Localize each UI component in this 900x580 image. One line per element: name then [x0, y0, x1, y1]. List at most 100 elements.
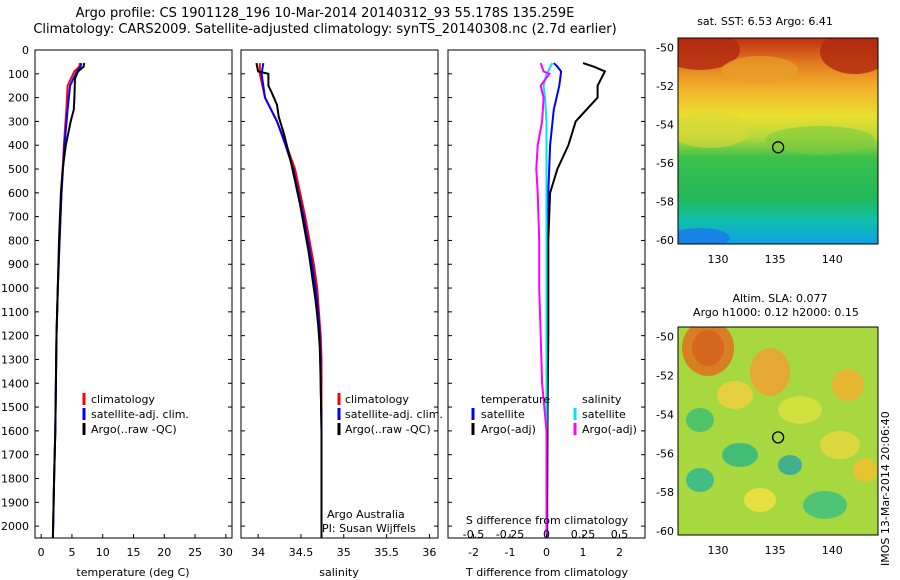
- depth-tick-label: 700: [8, 211, 29, 224]
- imos-stamp: IMOS 13-Mar-2014 20:06:40: [879, 411, 892, 566]
- s-difference-label: S difference from climatology: [466, 514, 629, 527]
- salinity-legend: climatology satellite-adj. clim. Argo(..…: [322, 393, 443, 535]
- argo-position-marker: [771, 141, 785, 154]
- depth-tick-label: 1100: [1, 306, 29, 319]
- sla-map: [678, 327, 878, 535]
- t-difference-tick-label: 1: [579, 546, 586, 559]
- sst-warm-patch: [722, 56, 798, 84]
- sla-anomaly-patch: [682, 327, 734, 376]
- salinity-tick-label: 36: [422, 546, 436, 559]
- depth-tick-label: 1900: [1, 496, 29, 509]
- depth-tick-label: 1600: [1, 425, 29, 438]
- depth-tick-label: 1800: [1, 472, 29, 485]
- series-line-climatology: [258, 63, 323, 538]
- sst-cold-patch: [678, 228, 730, 244]
- t-difference-tick-label: -2: [468, 546, 479, 559]
- sst-patch: [678, 112, 750, 148]
- temperature-tick-label: 30: [219, 546, 233, 559]
- map-lat-tick-label: -54: [656, 408, 674, 421]
- depth-tick-label: 200: [8, 92, 29, 105]
- depth-tick-label: 1400: [1, 377, 29, 390]
- series-line-salinity-satellite: [542, 62, 554, 538]
- map-lat-tick-label: -56: [656, 157, 674, 170]
- legend-climatology: climatology: [91, 393, 155, 406]
- map-lat-tick-label: -60: [656, 525, 674, 538]
- temperature-series: [51, 62, 86, 538]
- temperature-tick-label: 0: [38, 546, 45, 559]
- sla-anomalies: [682, 327, 877, 519]
- sla-anomaly-patch: [744, 488, 776, 512]
- s-difference-tick-label: 0: [543, 528, 550, 541]
- depth-tick-label: 800: [8, 234, 29, 247]
- t-difference-tick-label: -1: [505, 546, 516, 559]
- series-line-argo-raw-qc-: [255, 62, 323, 538]
- map-lon-tick-label: 130: [708, 544, 729, 557]
- map-lon-tick-label: 130: [708, 253, 729, 266]
- difference-legend: temperature satellite Argo(-adj) salinit…: [471, 393, 637, 436]
- series-line-temperature-argo-adj-: [545, 62, 607, 538]
- sst-map: [678, 38, 878, 244]
- legend-temperature-heading: temperature: [481, 393, 550, 406]
- map-lat-tick-label: -60: [656, 234, 674, 247]
- s-difference-tick-label: 0.25: [571, 528, 596, 541]
- axis-ticks: 0100200300400500600700800900100011001200…: [1, 42, 878, 559]
- depth-tick-label: 600: [8, 187, 29, 200]
- depth-tick-label: 500: [8, 163, 29, 176]
- series-line-salinity-argo-adj-: [535, 62, 551, 538]
- sst-patch: [765, 126, 875, 154]
- map-lat-tick-label: -52: [656, 80, 674, 93]
- temperature-tick-label: 10: [96, 546, 110, 559]
- map-lon-tick-label: 140: [822, 544, 843, 557]
- temperature-tick-label: 25: [188, 546, 202, 559]
- salinity-series: [255, 62, 323, 538]
- difference-series: [535, 62, 607, 538]
- legend-satellite: satellite-adj. clim.: [345, 408, 443, 421]
- s-difference-tick-label: -0.5: [463, 528, 484, 541]
- depth-tick-label: 1500: [1, 401, 29, 414]
- depth-tick-label: 0: [22, 44, 29, 57]
- sla-anomaly-patch: [820, 431, 860, 459]
- map-lon-tick-label: 140: [822, 253, 843, 266]
- sla-anomaly-patch: [686, 468, 714, 492]
- sla-anomaly-patch: [853, 458, 877, 482]
- s-difference-tick-label: 0.5: [611, 528, 629, 541]
- sla-anomaly-patch: [778, 396, 822, 424]
- title-line-2: Climatology: CARS2009. Satellite-adjuste…: [33, 22, 617, 37]
- map-lat-tick-label: -50: [656, 331, 674, 344]
- sst-map-title: sat. SST: 6.53 Argo: 6.41: [697, 15, 833, 28]
- sst-map-frame: [677, 37, 879, 245]
- title-line-1: Argo profile: CS 1901128_196 10-Mar-2014…: [75, 6, 575, 21]
- temperature-tick-label: 20: [157, 546, 171, 559]
- s-difference-tick-label: -0.25: [496, 528, 524, 541]
- sla-anomaly-patch: [803, 491, 847, 519]
- temperature-x-label: temperature (deg C): [76, 566, 189, 579]
- sla-anomaly-patch: [778, 455, 802, 475]
- depth-tick-label: 1700: [1, 449, 29, 462]
- sla-anomaly-patch: [722, 443, 758, 467]
- depth-tick-label: 1300: [1, 353, 29, 366]
- map-lat-tick-label: -50: [656, 42, 674, 55]
- salinity-panel-frame: [240, 49, 439, 539]
- sla-anomaly-patch: [717, 381, 753, 409]
- legend-s-argo: Argo(-adj): [582, 423, 637, 436]
- sla-anomaly-patch: [750, 348, 790, 396]
- salinity-tick-label: 34.5: [289, 546, 314, 559]
- salinity-tick-label: 34: [251, 546, 265, 559]
- salinity-tick-label: 35.5: [374, 546, 399, 559]
- salinity-tick-label: 35: [337, 546, 351, 559]
- legend-t-argo: Argo(-adj): [481, 423, 536, 436]
- salinity-x-label: salinity: [319, 566, 359, 579]
- legend-argo: Argo(..raw -QC): [91, 423, 177, 436]
- depth-tick-label: 100: [8, 68, 29, 81]
- difference-x-label: T difference from climatology: [465, 566, 628, 579]
- map-lat-tick-label: -58: [656, 196, 674, 209]
- annotation-argo-australia: Argo Australia: [327, 508, 405, 521]
- depth-tick-label: 300: [8, 115, 29, 128]
- sla-anomaly-patch: [686, 408, 714, 432]
- series-line-argo-raw-qc-: [51, 62, 86, 538]
- legend-argo: Argo(..raw -QC): [345, 423, 431, 436]
- argo-position-marker: [771, 431, 785, 444]
- t-difference-tick-label: 2: [616, 546, 623, 559]
- series-line-satellite-adj-clim-: [260, 62, 323, 538]
- temperature-legend: climatology satellite-adj. clim. Argo(..…: [82, 393, 189, 436]
